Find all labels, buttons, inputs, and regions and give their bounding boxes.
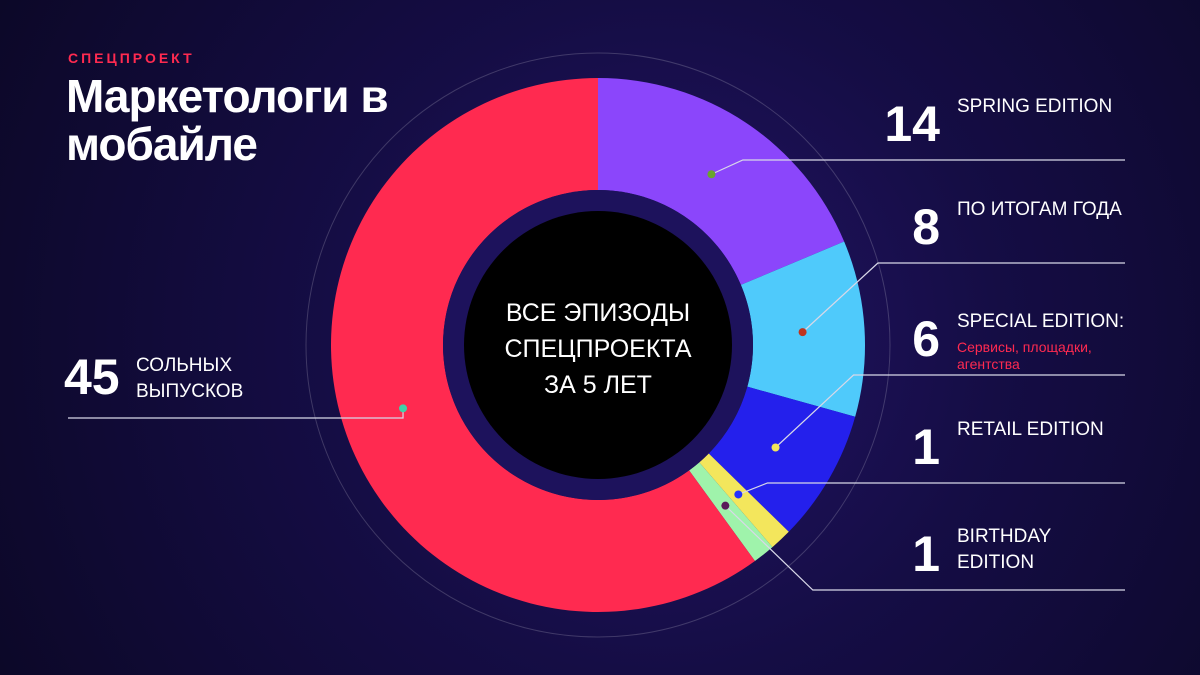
subtitle: СПЕЦПРОЕКТ xyxy=(68,50,195,66)
outer-ring xyxy=(305,52,891,638)
leader-line xyxy=(711,159,1125,175)
category-label: BIRTHDAY EDITION xyxy=(957,526,1051,573)
chart-title: Маркетологи в мобайле xyxy=(66,70,389,170)
leader-dot xyxy=(798,328,807,337)
category-label: SPECIAL EDITION: xyxy=(957,311,1125,332)
leader-line xyxy=(802,262,1125,333)
donut-slice xyxy=(708,386,856,532)
category-label: SPRING EDITION xyxy=(957,96,1113,117)
leader-line xyxy=(775,374,1125,448)
center-label: ВСЕ ЭПИЗОДЫ СПЕЦПРОЕКТА ЗА 5 ЛЕТ xyxy=(504,299,692,399)
donut-slice xyxy=(699,453,789,548)
category-label: RETAIL EDITION xyxy=(957,419,1104,440)
category-label: СОЛЬНЫХ ВЫПУСКОВ xyxy=(136,355,244,402)
value-label: 1 xyxy=(912,419,940,475)
value-label: 6 xyxy=(912,311,940,367)
leader-dot xyxy=(399,404,408,413)
leader-dot xyxy=(734,490,743,499)
annotation: Сервисы, площадки, агентства xyxy=(957,339,1092,372)
value-label: 14 xyxy=(884,96,940,152)
value-label: 8 xyxy=(912,199,940,255)
leader-dot xyxy=(771,443,780,452)
value-label: 45 xyxy=(64,349,120,405)
donut-slice xyxy=(330,78,755,612)
leader-dot xyxy=(707,170,716,179)
value-label: 1 xyxy=(912,526,940,582)
leader-line xyxy=(738,482,1125,495)
leader-line xyxy=(724,505,1125,591)
donut-slice xyxy=(598,78,845,285)
category-label: ПО ИТОГАМ ГОДА xyxy=(957,199,1122,220)
center-disk xyxy=(464,211,732,479)
leader-dot xyxy=(721,501,730,510)
